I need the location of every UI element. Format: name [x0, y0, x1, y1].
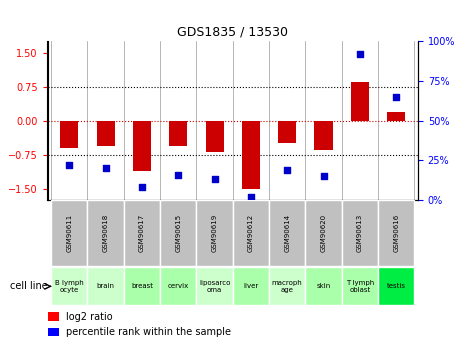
Text: percentile rank within the sample: percentile rank within the sample — [66, 327, 231, 337]
Bar — [48, 328, 58, 336]
Text: GSM90614: GSM90614 — [284, 214, 290, 252]
Point — [211, 177, 218, 182]
Text: GSM90618: GSM90618 — [103, 214, 109, 252]
Bar — [60, 121, 78, 148]
Bar — [48, 312, 58, 321]
Bar — [387, 112, 405, 121]
Point — [174, 172, 182, 177]
Bar — [342, 267, 378, 305]
Bar — [169, 121, 187, 146]
Bar — [96, 121, 114, 146]
Text: GSM90613: GSM90613 — [357, 214, 363, 252]
Bar — [242, 121, 260, 189]
Text: liposarco
oma: liposarco oma — [199, 280, 230, 293]
Point — [247, 194, 255, 200]
Bar — [269, 267, 305, 305]
Text: GSM90615: GSM90615 — [175, 214, 181, 252]
Bar — [233, 267, 269, 305]
Text: GSM90616: GSM90616 — [393, 214, 399, 252]
Bar — [124, 267, 160, 305]
Point — [138, 185, 146, 190]
Bar — [197, 200, 233, 266]
Bar — [351, 82, 369, 121]
Text: GSM90612: GSM90612 — [248, 214, 254, 252]
Bar — [233, 200, 269, 266]
Text: breast: breast — [131, 283, 153, 289]
Point — [102, 166, 109, 171]
Bar — [87, 267, 124, 305]
Text: brain: brain — [96, 283, 114, 289]
Bar — [51, 200, 87, 266]
Text: cervix: cervix — [168, 283, 189, 289]
Point — [356, 51, 364, 57]
Text: T lymph
oblast: T lymph oblast — [346, 280, 374, 293]
Bar — [160, 267, 197, 305]
Text: log2 ratio: log2 ratio — [66, 312, 113, 322]
Bar — [305, 200, 342, 266]
Point — [66, 162, 73, 168]
Bar — [269, 200, 305, 266]
Bar — [378, 200, 414, 266]
Bar — [206, 121, 224, 152]
Bar — [51, 267, 87, 305]
Bar — [314, 121, 332, 150]
Bar — [342, 200, 378, 266]
Bar — [197, 267, 233, 305]
Bar — [278, 121, 296, 144]
Text: B lymph
ocyte: B lymph ocyte — [55, 280, 84, 293]
Point — [284, 167, 291, 173]
Text: testis: testis — [387, 283, 406, 289]
Bar — [160, 200, 197, 266]
Title: GDS1835 / 13530: GDS1835 / 13530 — [177, 26, 288, 39]
Bar — [305, 267, 342, 305]
Bar — [87, 200, 124, 266]
Text: GSM90611: GSM90611 — [66, 214, 72, 252]
Text: cell line: cell line — [10, 282, 48, 291]
Text: skin: skin — [316, 283, 331, 289]
Bar — [133, 121, 151, 171]
Text: GSM90619: GSM90619 — [211, 214, 218, 252]
Point — [320, 174, 327, 179]
Text: GSM90617: GSM90617 — [139, 214, 145, 252]
Text: GSM90620: GSM90620 — [321, 214, 326, 252]
Point — [392, 94, 400, 100]
Text: liver: liver — [243, 283, 258, 289]
Text: macroph
age: macroph age — [272, 280, 303, 293]
Bar — [378, 267, 414, 305]
Bar — [124, 200, 160, 266]
